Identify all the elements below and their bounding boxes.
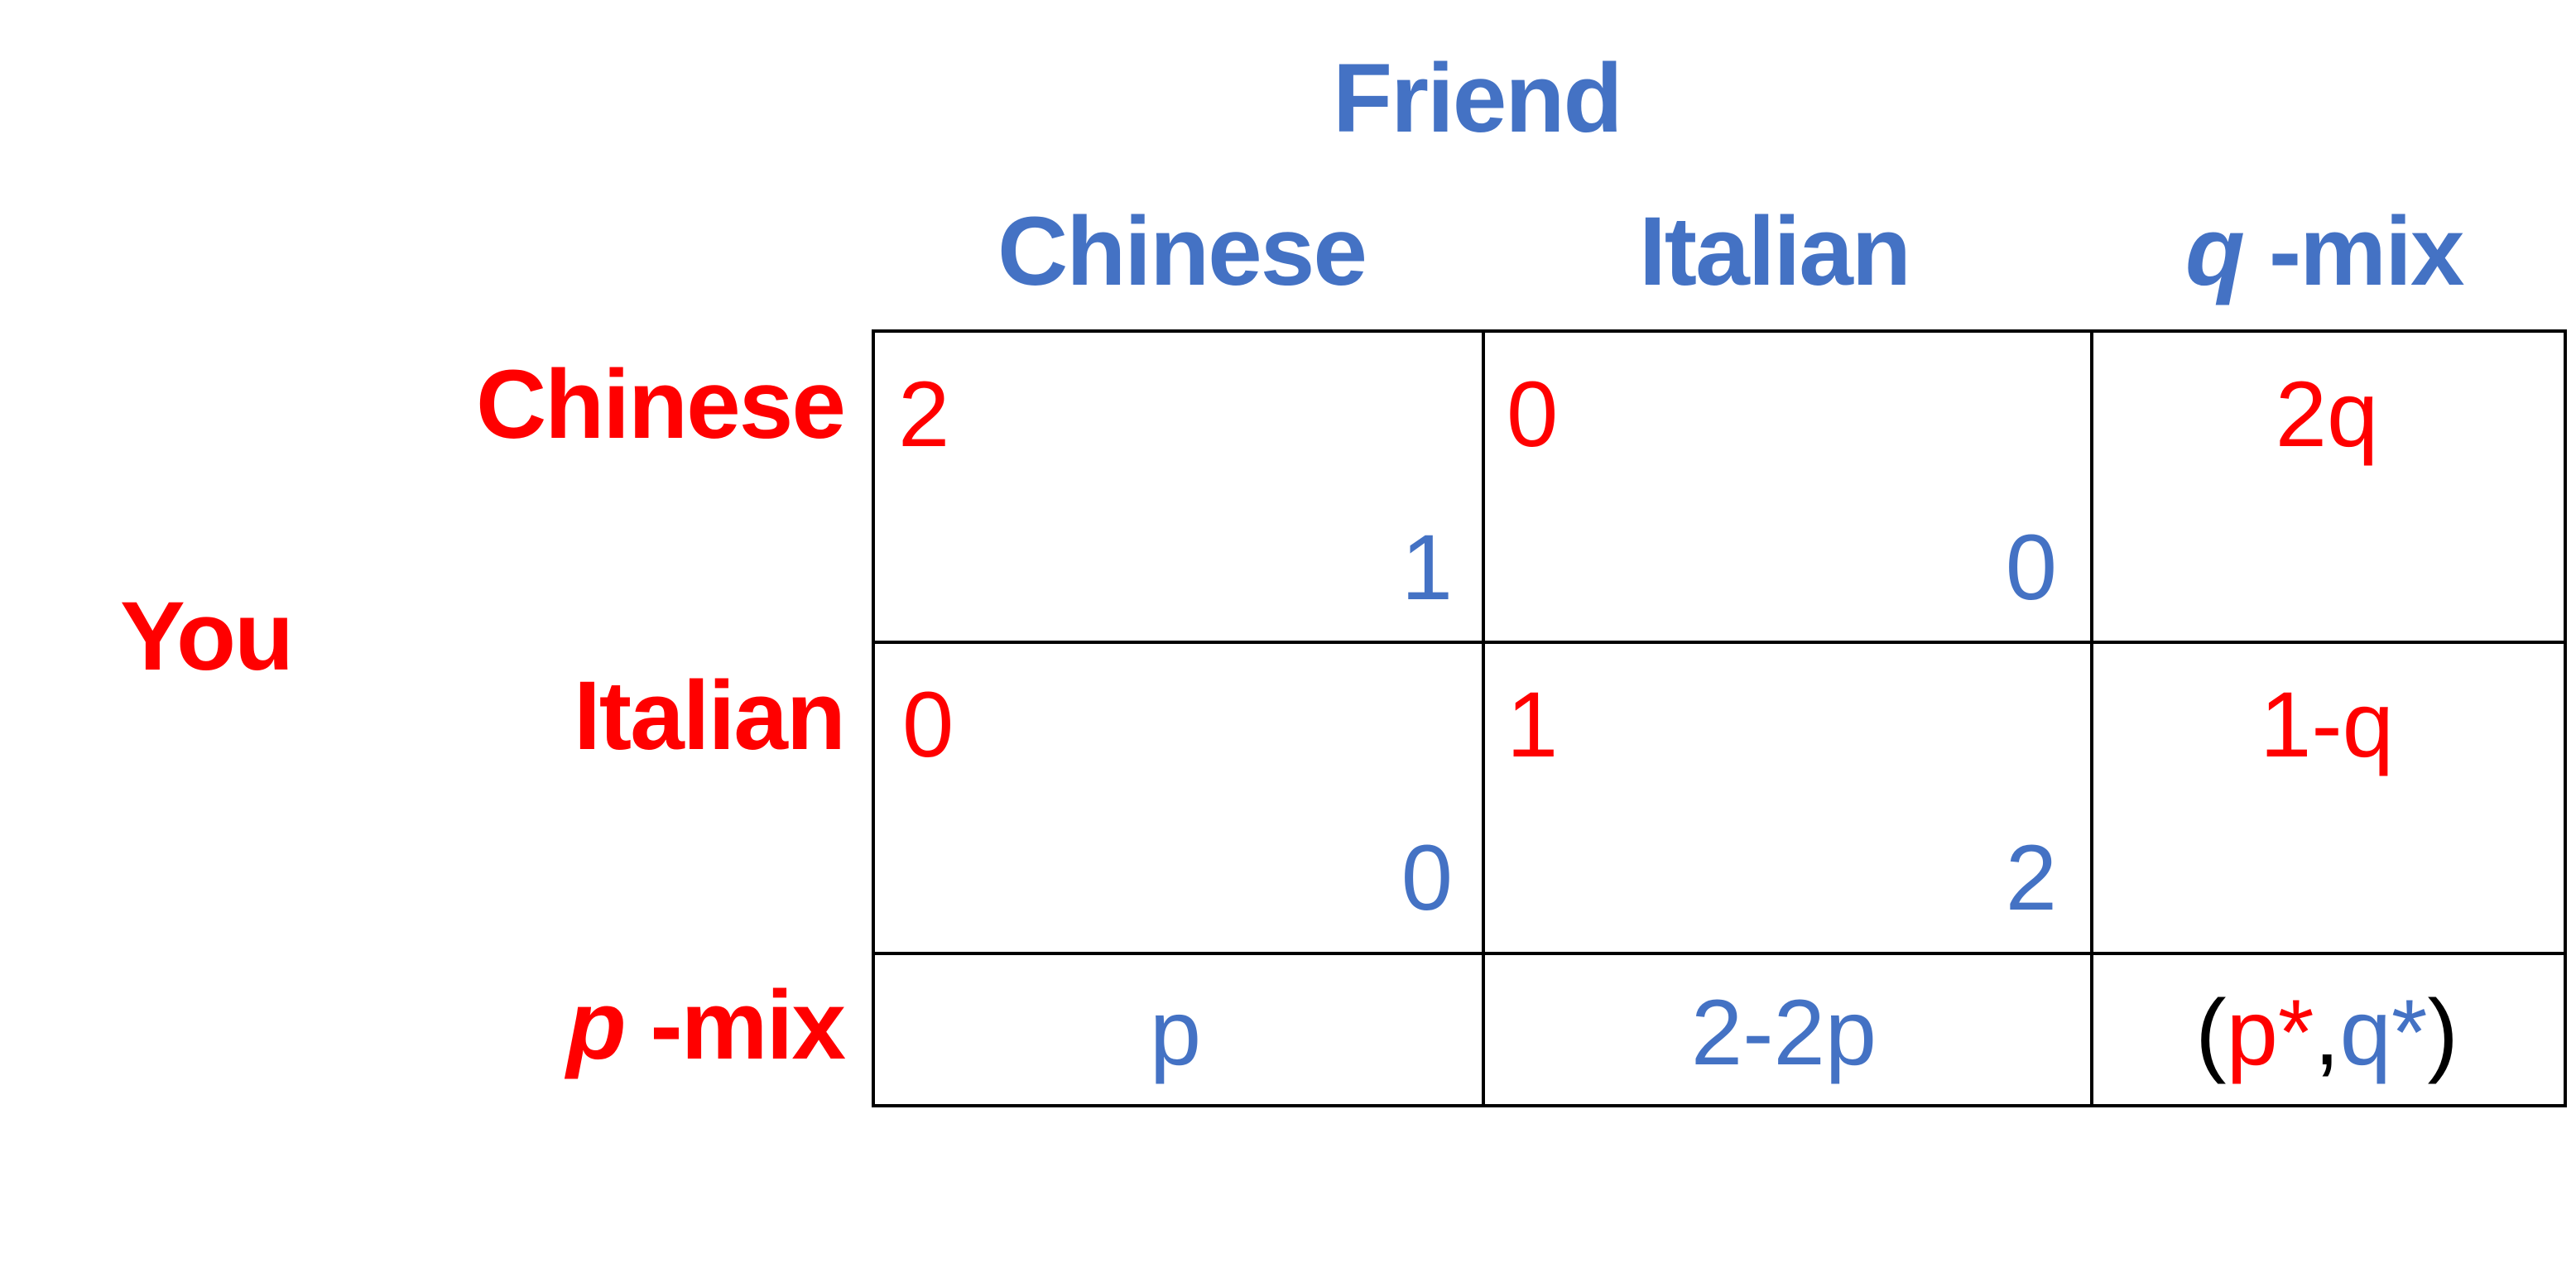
expected-payoff-italian-vs-qmix: 1-q [2260, 673, 2394, 776]
q-mix-suffix: -mix [2243, 197, 2465, 306]
expected-payoff-pmix-vs-italian: 2-2p [1690, 981, 1877, 1084]
grid-line-left [872, 329, 875, 1106]
equilibrium-close-paren: ) [2427, 981, 2458, 1084]
equilibrium-comma: , [2314, 981, 2340, 1084]
equilibrium-p-star: p* [2226, 981, 2314, 1084]
q-variable: q [2185, 197, 2245, 306]
payoff-friend-italian-chinese: 0 [1401, 826, 1453, 929]
expected-payoff-chinese-vs-qmix: 2q [2275, 363, 2379, 466]
equilibrium-q-star: q* [2339, 981, 2428, 1084]
grid-line-col2 [2090, 329, 2093, 1106]
grid-line-row2 [872, 952, 2567, 955]
row-header-italian: Italian [574, 661, 846, 771]
payoff-you-chinese-chinese: 2 [898, 363, 950, 466]
p-mix-suffix: -mix [624, 971, 846, 1080]
column-header-q-mix: q -mix [2185, 203, 2465, 300]
grid-line-right [2564, 329, 2567, 1106]
row-header-chinese: Chinese [475, 350, 846, 459]
column-header-italian: Italian [1639, 197, 1911, 306]
payoff-you-italian-italian: 1 [1507, 673, 1559, 776]
column-player-label: Friend [1333, 44, 1623, 153]
row-player-label: You [120, 582, 294, 691]
payoff-friend-chinese-chinese: 1 [1401, 516, 1453, 619]
row-header-p-mix: p -mix [348, 977, 846, 1074]
grid-line-col1 [1482, 329, 1485, 1106]
p-variable: p [566, 971, 626, 1080]
column-header-chinese: Chinese [997, 197, 1367, 306]
grid-line-row1 [872, 641, 2567, 644]
equilibrium-expression: (p*,q*) [2087, 987, 2567, 1079]
payoff-you-chinese-italian: 0 [1507, 363, 1559, 466]
payoff-friend-italian-italian: 2 [2005, 826, 2057, 929]
payoff-you-italian-chinese: 0 [902, 673, 954, 776]
grid-line-bottom [872, 1104, 2567, 1107]
expected-payoff-pmix-vs-chinese: p [1149, 981, 1202, 1084]
equilibrium-open-paren: ( [2195, 981, 2227, 1084]
payoff-friend-chinese-italian: 0 [2005, 516, 2057, 619]
grid-line-top [872, 329, 2567, 333]
